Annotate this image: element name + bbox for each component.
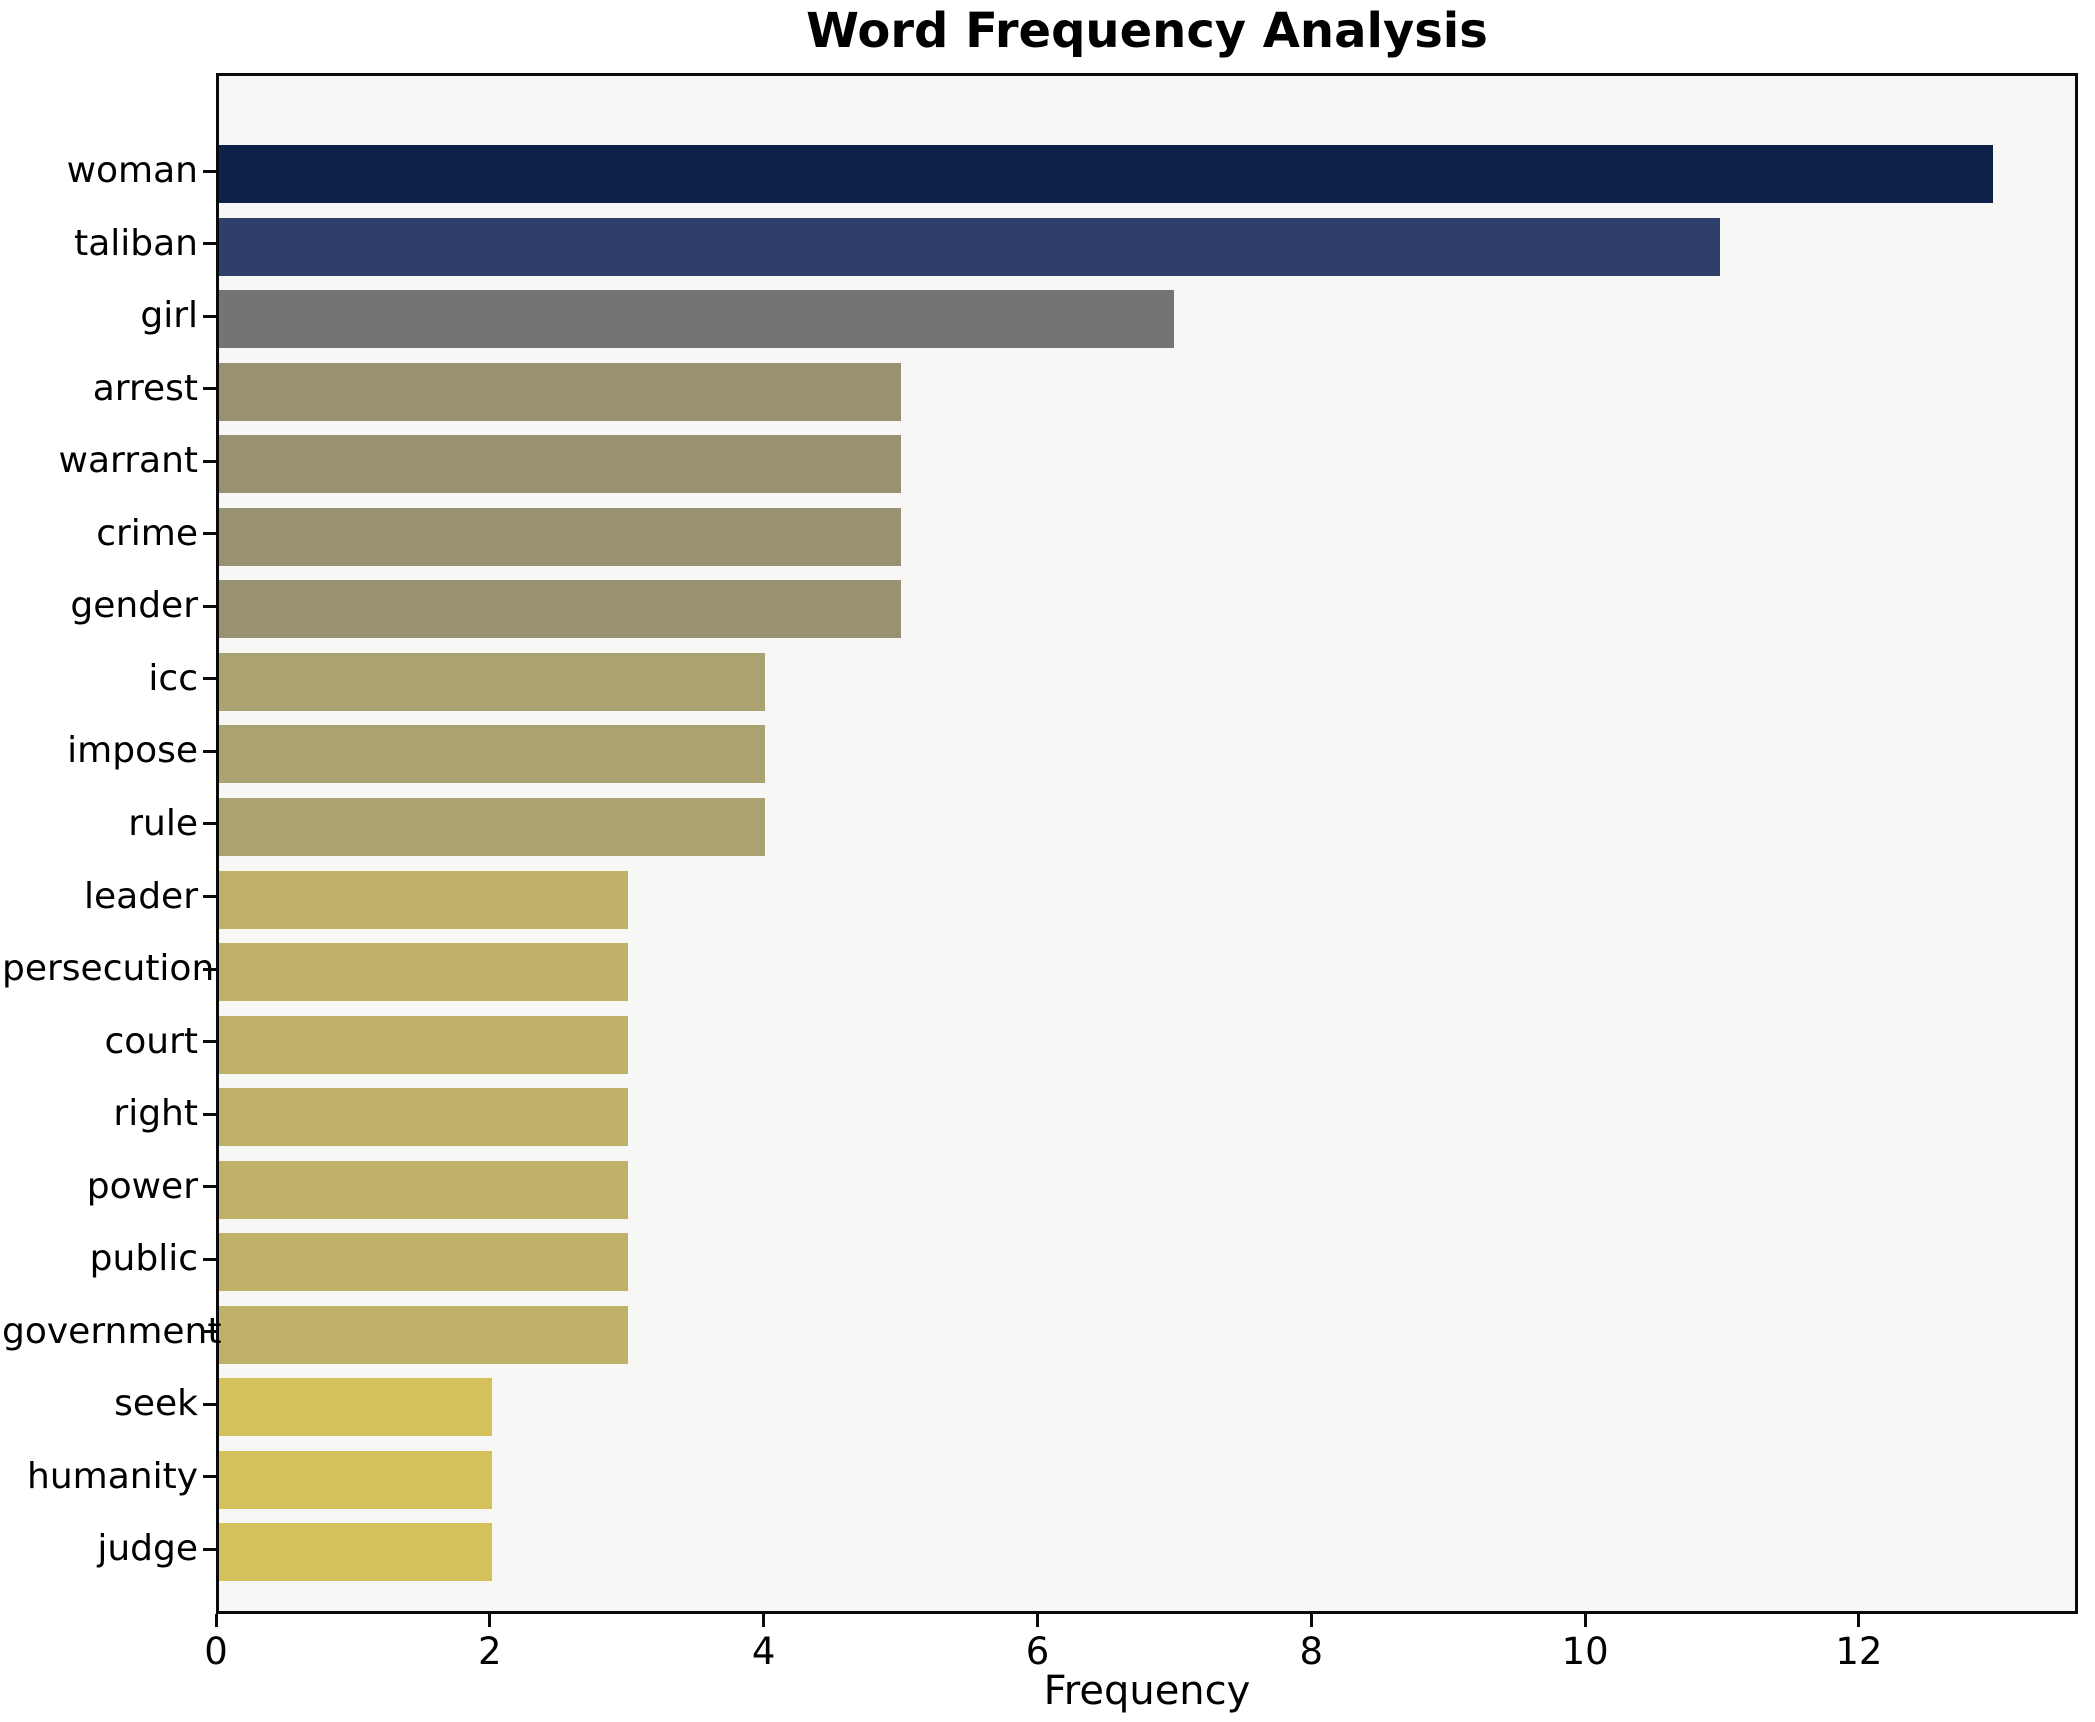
y-tick-mark	[203, 1330, 216, 1334]
y-tick-mark	[203, 1475, 216, 1479]
x-tick-mark	[1857, 1614, 1861, 1627]
bar-woman	[219, 145, 1994, 203]
y-tick-label-arrest: arrest	[92, 367, 198, 409]
y-tick-mark	[203, 1257, 216, 1261]
y-tick-label-warrant: warrant	[58, 440, 198, 482]
bar-judge	[219, 1523, 492, 1582]
bar-persecution	[219, 943, 629, 1002]
y-tick-label-seek: seek	[114, 1383, 198, 1425]
y-tick-mark	[203, 1112, 216, 1116]
chart-title: Word Frequency Analysis	[806, 3, 1488, 59]
x-tick-mark	[488, 1614, 492, 1627]
y-tick-label-girl: girl	[140, 295, 198, 337]
y-tick-mark	[203, 1040, 216, 1044]
x-tick-mark	[762, 1614, 766, 1627]
x-tick-label-10: 10	[1561, 1630, 1609, 1673]
bar-power	[219, 1160, 629, 1219]
bar-leader	[219, 870, 629, 929]
y-tick-label-power: power	[86, 1165, 198, 1207]
y-tick-label-icc: icc	[148, 657, 198, 699]
y-tick-mark	[203, 895, 216, 898]
y-tick-mark	[203, 822, 216, 826]
y-tick-label-government: government	[2, 1310, 222, 1352]
y-tick-mark	[203, 967, 216, 971]
bar-government	[219, 1305, 629, 1364]
y-tick-mark	[203, 532, 216, 536]
x-tick-label-12: 12	[1835, 1630, 1883, 1673]
y-tick-mark	[203, 604, 216, 608]
y-tick-mark	[203, 1547, 216, 1551]
bar-icc	[219, 652, 765, 711]
bar-impose	[219, 725, 765, 784]
bar-rule	[219, 797, 765, 856]
y-tick-label-rule: rule	[128, 802, 198, 844]
x-tick-label-0: 0	[204, 1630, 228, 1673]
bar-court	[219, 1015, 629, 1074]
y-tick-mark	[203, 387, 216, 391]
y-tick-label-public: public	[89, 1238, 198, 1280]
x-tick-mark	[1309, 1614, 1313, 1627]
y-tick-label-gender: gender	[70, 585, 198, 627]
bar-public	[219, 1233, 629, 1292]
y-tick-label-persecution: persecution	[2, 948, 215, 990]
y-tick-mark	[203, 314, 216, 318]
bar-humanity	[219, 1450, 492, 1509]
bar-gender	[219, 580, 902, 639]
x-tick-label-6: 6	[1025, 1630, 1050, 1673]
y-tick-mark	[203, 749, 216, 753]
x-axis-title: Frequency	[1043, 1668, 1251, 1714]
y-tick-mark	[203, 459, 216, 463]
y-tick-label-crime: crime	[96, 512, 198, 554]
y-tick-mark	[203, 1402, 216, 1406]
y-tick-label-judge: judge	[97, 1528, 198, 1570]
x-tick-label-8: 8	[1299, 1630, 1324, 1673]
bar-girl	[219, 290, 1175, 349]
y-tick-label-right: right	[113, 1093, 198, 1135]
bar-warrant	[219, 435, 902, 494]
y-tick-label-taliban: taliban	[74, 222, 198, 264]
bar-arrest	[219, 362, 902, 421]
x-tick-label-2: 2	[478, 1630, 502, 1673]
bar-seek	[219, 1378, 492, 1437]
y-tick-label-woman: woman	[66, 150, 198, 191]
y-tick-label-humanity: humanity	[27, 1455, 198, 1497]
bar-right	[219, 1088, 629, 1147]
y-tick-mark	[203, 242, 216, 246]
x-tick-mark	[1583, 1614, 1587, 1627]
x-tick-mark	[214, 1614, 218, 1627]
y-tick-mark	[203, 677, 216, 681]
bar-taliban	[219, 217, 1721, 276]
bar-crime	[219, 507, 902, 566]
y-tick-mark	[203, 1185, 216, 1189]
plot-area	[216, 73, 2078, 1614]
y-tick-label-impose: impose	[67, 730, 198, 772]
y-tick-label-leader: leader	[83, 875, 198, 917]
x-tick-mark	[1035, 1614, 1039, 1627]
y-tick-mark	[203, 169, 216, 173]
x-tick-label-4: 4	[751, 1630, 776, 1673]
y-tick-label-court: court	[104, 1020, 198, 1062]
